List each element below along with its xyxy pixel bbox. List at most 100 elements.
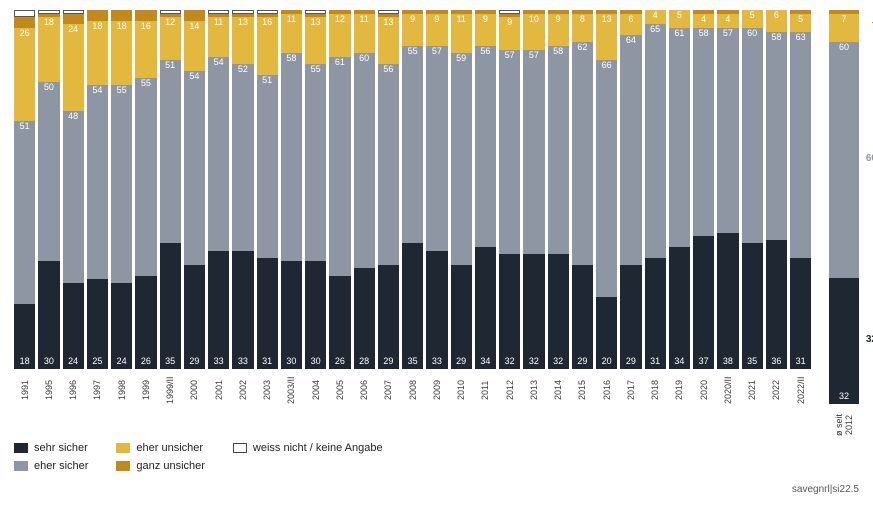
year-column: 266112 2005: [329, 10, 350, 405]
legend-label: eher sicher: [34, 460, 88, 472]
average-column: 3260732607ø seit 2012: [829, 10, 859, 440]
year-column: 2455181998: [111, 10, 132, 405]
year-label: 2015: [577, 375, 587, 405]
bar-segment: [620, 10, 641, 14]
bar-segment: 65: [645, 24, 666, 257]
year-label: 1991: [20, 375, 30, 405]
bar-segment: [87, 10, 108, 21]
year-column: 2860112006: [354, 10, 375, 405]
bar-segment: [717, 10, 738, 14]
bar-segment: 56: [378, 64, 399, 265]
bar-segment: [378, 14, 399, 18]
bar-segment: [257, 10, 278, 14]
year-column: 385742020/II: [717, 10, 738, 405]
bar-segment: 9: [402, 14, 423, 46]
legend-swatch: [116, 443, 130, 453]
bar-segment: 55: [111, 85, 132, 282]
year-column: 356052021: [742, 10, 763, 405]
bar-segment: 29: [378, 265, 399, 369]
bar-stack: 37584: [693, 10, 714, 369]
bar-stack: 32589: [548, 10, 569, 369]
legend-label: weiss nicht / keine Angabe: [253, 442, 383, 454]
bar-segment: 57: [717, 28, 738, 233]
bar-segment: 13: [378, 17, 399, 64]
bar-segment: 10: [523, 14, 544, 50]
year-column: 316542018: [645, 10, 666, 405]
bar-stack: 315116: [257, 10, 278, 369]
year-label: 2008: [408, 375, 418, 405]
bar-segment: 11: [208, 17, 229, 56]
bar-segment: 33: [208, 251, 229, 369]
bar-segment: 18: [38, 17, 59, 82]
legend-swatch: [14, 461, 28, 471]
bar-stack: 295911: [451, 10, 472, 369]
bar-segment: [38, 10, 59, 14]
bar-segment: 30: [305, 261, 326, 369]
bar-segment: 35: [742, 243, 763, 369]
bar-segment: 32: [548, 254, 569, 369]
bar-segment: 60: [742, 28, 763, 243]
year-column: 3151162003: [257, 10, 278, 405]
year-label: 2014: [553, 375, 563, 405]
bar-segment: [208, 10, 229, 14]
bar-segment: 54: [87, 85, 108, 279]
bar-stack: 305811: [281, 10, 302, 369]
bar-segment: 8: [572, 14, 593, 43]
year-label: 2005: [335, 375, 345, 405]
year-column: 295911 2010: [451, 10, 472, 405]
bar-segment: 30: [281, 261, 302, 369]
bar-stack: 335213: [232, 10, 253, 369]
legend-label: sehr sicher: [34, 442, 88, 454]
bar-segment: [329, 10, 350, 14]
bar-segment: 6: [766, 10, 787, 32]
bar-segment: [63, 14, 84, 25]
bar-segment: 38: [717, 233, 738, 369]
bar-segment: [523, 10, 544, 14]
year-column: 345692011: [475, 10, 496, 405]
bar-segment: 14: [184, 21, 205, 71]
year-column: 3050181995: [38, 10, 59, 405]
bar-segment: 24: [111, 283, 132, 369]
year-label: 2010: [456, 375, 466, 405]
average-label: ø seit 2012: [834, 410, 854, 440]
bar-segment: 54: [208, 57, 229, 251]
bar-segment: 66: [596, 60, 617, 297]
bar-segment: 36: [766, 240, 787, 369]
avg-value-sehr: 32: [866, 334, 873, 345]
year-label: 2003/II: [286, 375, 296, 405]
bar-stack: 244824: [63, 10, 84, 369]
bar-segment: 58: [281, 53, 302, 261]
bar-segment: 29: [572, 265, 593, 369]
bar-stack: 33579: [426, 10, 447, 369]
bar-segment: 25: [87, 279, 108, 369]
bar-stack: 31635: [790, 10, 811, 369]
year-label: 2020/II: [723, 375, 733, 405]
year-column: 375842020: [693, 10, 714, 405]
year-label: 2011: [480, 375, 490, 405]
bar-segment: [232, 10, 253, 14]
bar-stack: 325710: [523, 10, 544, 369]
bar-segment: 4: [693, 14, 714, 28]
bar-segment: 61: [329, 57, 350, 276]
chart-area: 1851261991305018199524482419962554181997…: [14, 10, 859, 440]
legend-item: eher sicher: [14, 460, 88, 472]
legend-label: eher unsicher: [136, 442, 203, 454]
bar-segment: 55: [135, 78, 156, 275]
bar-stack: 266112: [329, 10, 350, 369]
bar-segment: [14, 17, 35, 28]
year-column: 3257102013: [523, 10, 544, 405]
bar-stack: 206613: [596, 10, 617, 369]
bar-segment: 29: [451, 265, 472, 369]
bar-segment: [426, 10, 447, 14]
year-label: 2019: [674, 375, 684, 405]
bar-segment: 32: [829, 278, 859, 404]
bar-stack: 35559: [402, 10, 423, 369]
bar-segment: 11: [281, 14, 302, 53]
bar-segment: 30: [38, 261, 59, 369]
bar-segment: [572, 10, 593, 14]
bar-segment: 34: [475, 247, 496, 369]
bar-segment: 58: [548, 46, 569, 254]
year-label: 2002: [238, 375, 248, 405]
bar-segment: 32: [523, 254, 544, 369]
year-column: 296462017: [620, 10, 641, 405]
